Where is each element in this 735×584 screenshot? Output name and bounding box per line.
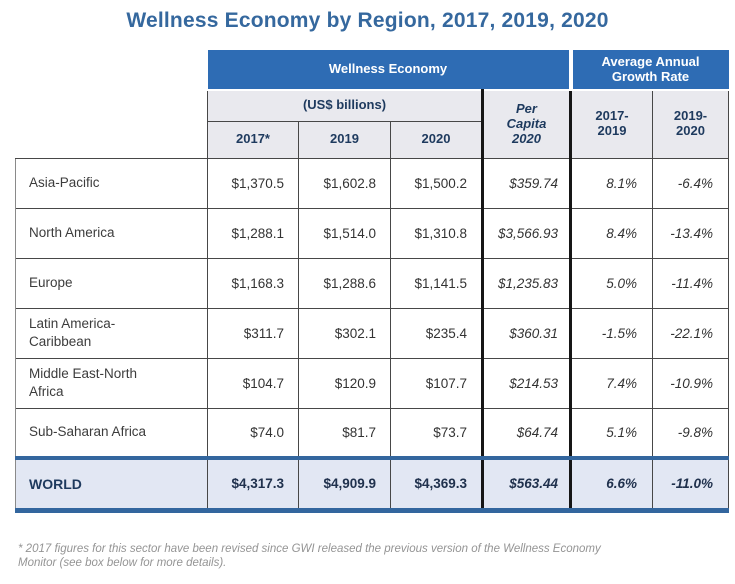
table-row-asia-pacific: Asia-Pacific $1,370.5 $1,602.8 $1,500.2 … bbox=[15, 157, 730, 208]
blank-corner-cell bbox=[15, 50, 208, 90]
value-2017-cell: $104.7 bbox=[207, 357, 299, 408]
value-2017-cell: $74.0 bbox=[207, 407, 299, 458]
per-capita-cell: $359.74 bbox=[481, 157, 572, 208]
region-cell: North America bbox=[15, 207, 208, 258]
blank-cell bbox=[15, 90, 208, 121]
region-cell: Latin America- Caribbean bbox=[15, 307, 208, 358]
growth-header-2017-2019: 2017- 2019 bbox=[570, 90, 653, 158]
growth-2017-2019-cell: 6.6% bbox=[570, 456, 653, 513]
growth-2017-2019-cell: 8.1% bbox=[570, 157, 653, 208]
group-header-growth-rate: Average Annual Growth Rate bbox=[568, 50, 729, 91]
world-label-cell: WORLD bbox=[15, 456, 208, 513]
value-2017-cell: $1,168.3 bbox=[207, 257, 299, 308]
growth-2017-2019-cell: -1.5% bbox=[570, 307, 653, 358]
growth-2019-2020-cell: -9.8% bbox=[651, 407, 730, 458]
region-cell: Europe bbox=[15, 257, 208, 308]
growth-2017-2019-cell: 5.1% bbox=[570, 407, 653, 458]
growth-2019-2020-cell: -11.0% bbox=[651, 456, 730, 513]
per-capita-cell: $563.44 bbox=[481, 456, 572, 513]
table-row-europe: Europe $1,168.3 $1,288.6 $1,141.5 $1,235… bbox=[15, 257, 730, 308]
value-2019-cell: $1,514.0 bbox=[298, 207, 391, 258]
region-cell: Sub-Saharan Africa bbox=[15, 407, 208, 458]
value-2019-cell: $4,909.9 bbox=[298, 456, 391, 513]
per-capita-cell: $360.31 bbox=[481, 307, 572, 358]
year-header-2020: 2020 bbox=[390, 121, 483, 158]
value-2020-cell: $235.4 bbox=[390, 307, 483, 358]
growth-2017-2019-cell: 8.4% bbox=[570, 207, 653, 258]
value-2017-cell: $4,317.3 bbox=[207, 456, 299, 513]
per-capita-header: Per Capita 2020 bbox=[481, 90, 572, 158]
year-header-2017: 2017* bbox=[207, 121, 299, 158]
growth-2017-2019-cell: 7.4% bbox=[570, 357, 653, 408]
year-header-row: 2017* 2019 2020 bbox=[15, 121, 729, 158]
per-capita-cell: $3,566.93 bbox=[481, 207, 572, 258]
per-capita-cell: $214.53 bbox=[481, 357, 572, 408]
region-cell: Asia-Pacific bbox=[15, 157, 208, 208]
growth-2019-2020-cell: -11.4% bbox=[651, 257, 730, 308]
value-2019-cell: $1,602.8 bbox=[298, 157, 391, 208]
value-2020-cell: $4,369.3 bbox=[390, 456, 483, 513]
blank-cell bbox=[15, 121, 208, 158]
table-row-world-total: WORLD $4,317.3 $4,909.9 $4,369.3 $563.44… bbox=[15, 456, 730, 513]
value-2020-cell: $107.7 bbox=[390, 357, 483, 408]
growth-header-2019-2020: 2019- 2020 bbox=[651, 90, 730, 158]
value-2020-cell: $1,310.8 bbox=[390, 207, 483, 258]
value-2019-cell: $120.9 bbox=[298, 357, 391, 408]
value-2019-cell: $302.1 bbox=[298, 307, 391, 358]
table-row-sub-saharan-africa: Sub-Saharan Africa $74.0 $81.7 $73.7 $64… bbox=[15, 407, 730, 458]
value-2017-cell: $311.7 bbox=[207, 307, 299, 358]
value-2019-cell: $1,288.6 bbox=[298, 257, 391, 308]
value-2017-cell: $1,288.1 bbox=[207, 207, 299, 258]
page-title: Wellness Economy by Region, 2017, 2019, … bbox=[126, 9, 609, 32]
table-row-middle-east-north-africa: Middle East-North Africa $104.7 $120.9 $… bbox=[15, 357, 730, 408]
per-capita-cell: $64.74 bbox=[481, 407, 572, 458]
footnotes-block: * 2017 figures for this sector have been… bbox=[18, 528, 708, 584]
footnote-revision-note: * 2017 figures for this sector have been… bbox=[18, 542, 601, 569]
growth-2019-2020-cell: -6.4% bbox=[651, 157, 730, 208]
table-row-north-america: North America $1,288.1 $1,514.0 $1,310.8… bbox=[15, 207, 730, 258]
growth-2017-2019-cell: 5.0% bbox=[570, 257, 653, 308]
group-header-wellness-economy: Wellness Economy bbox=[207, 50, 571, 91]
value-2020-cell: $1,141.5 bbox=[390, 257, 483, 308]
table-row-latin-america-caribbean: Latin America- Caribbean $311.7 $302.1 $… bbox=[15, 307, 730, 358]
region-cell: Middle East-North Africa bbox=[15, 357, 208, 408]
growth-2019-2020-cell: -22.1% bbox=[651, 307, 730, 358]
group-header-row: Wellness Economy Average Annual Growth R… bbox=[15, 50, 729, 91]
value-2020-cell: $1,500.2 bbox=[390, 157, 483, 208]
per-capita-cell: $1,235.83 bbox=[481, 257, 572, 308]
value-2020-cell: $73.7 bbox=[390, 407, 483, 458]
growth-2019-2020-cell: -10.9% bbox=[651, 357, 730, 408]
unit-header-row: (US$ billions) Per Capita 2020 2017- 201… bbox=[15, 90, 730, 158]
value-2017-cell: $1,370.5 bbox=[207, 157, 299, 208]
growth-2019-2020-cell: -13.4% bbox=[651, 207, 730, 258]
value-2019-cell: $81.7 bbox=[298, 407, 391, 458]
year-header-2019: 2019 bbox=[298, 121, 391, 158]
wellness-economy-table: Wellness Economy Average Annual Growth R… bbox=[15, 50, 730, 513]
unit-header-us-billions: (US$ billions) bbox=[207, 90, 483, 122]
